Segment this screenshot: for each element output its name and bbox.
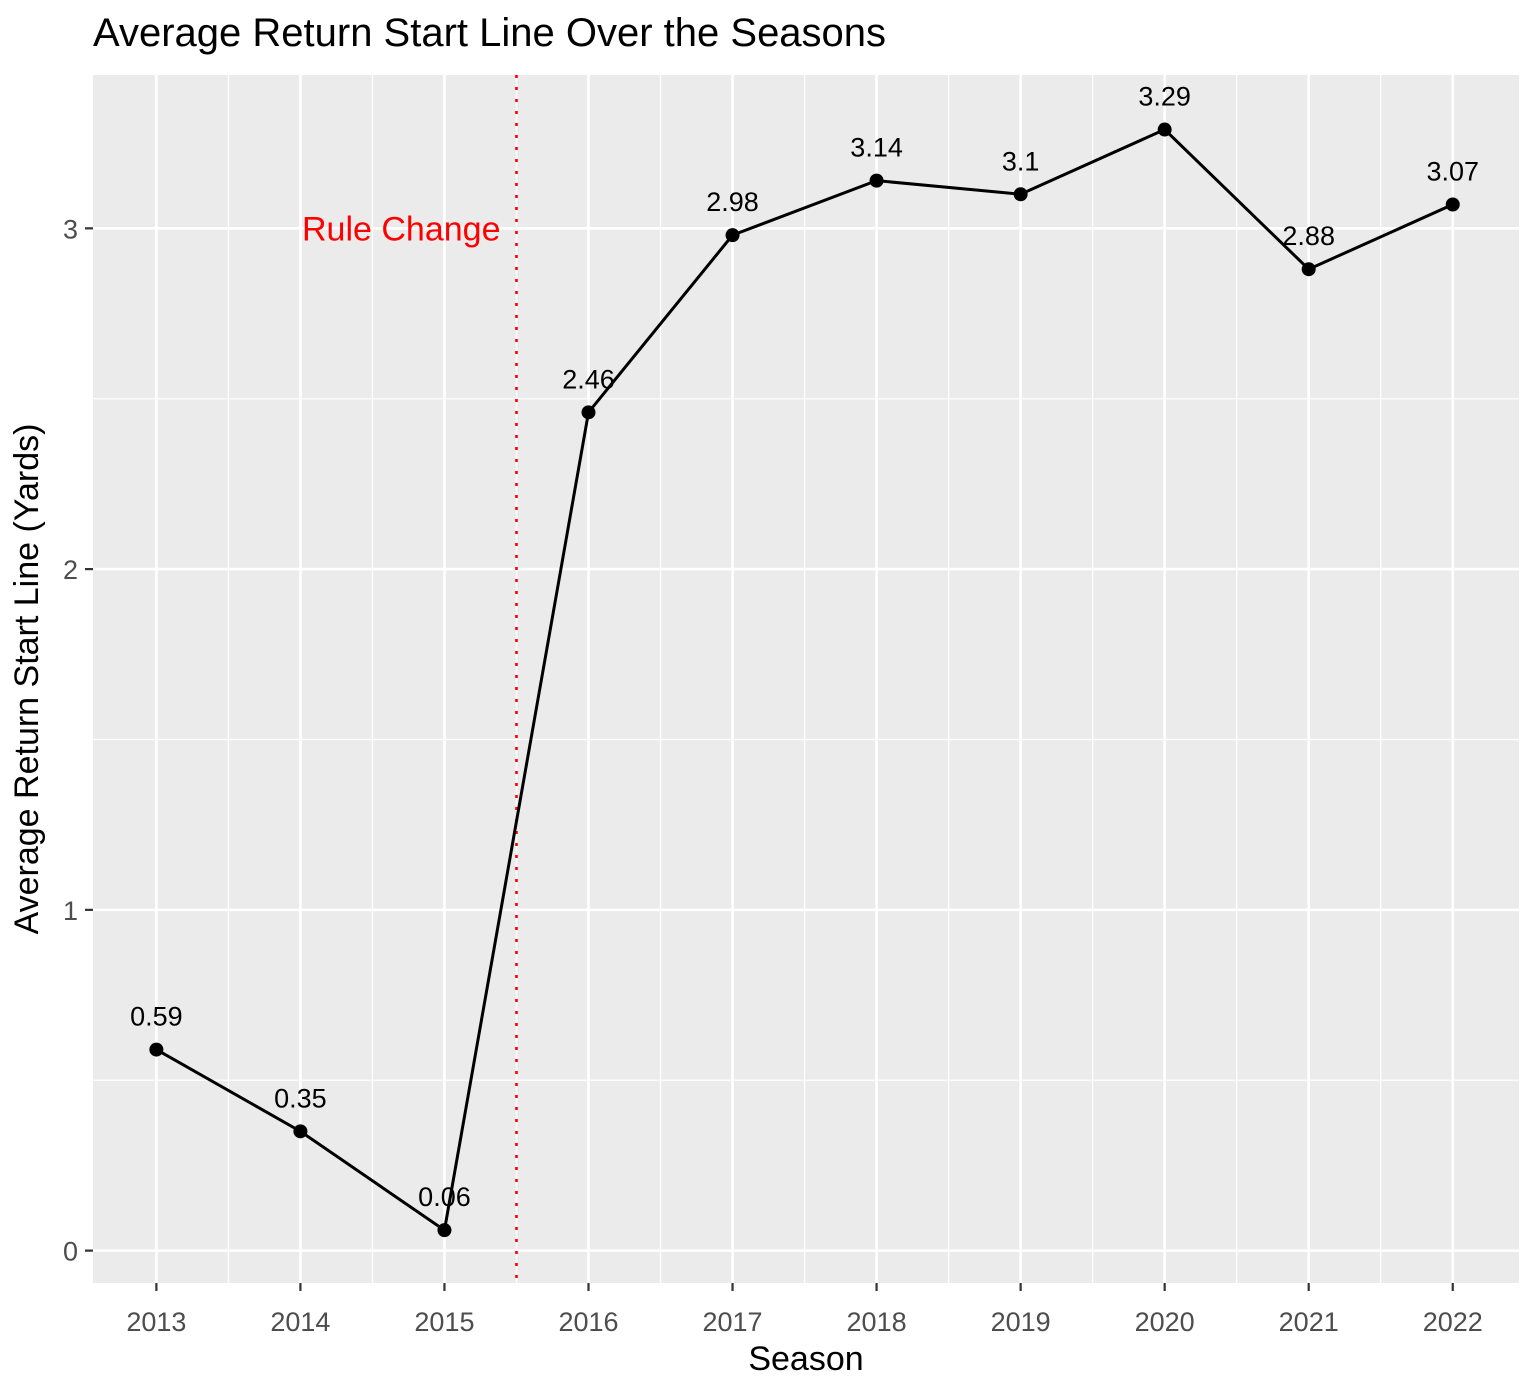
- x-tick-label: 2014: [270, 1307, 330, 1337]
- annotations: Rule Change: [302, 210, 500, 248]
- x-tick-label: 2019: [991, 1307, 1051, 1337]
- data-label: 0.35: [274, 1083, 327, 1113]
- data-point: [581, 405, 596, 420]
- y-tick-label: 3: [63, 214, 78, 244]
- data-label: 3.14: [850, 133, 903, 163]
- data-point: [149, 1042, 164, 1057]
- data-label: 3.29: [1138, 82, 1191, 112]
- x-tick-label: 2020: [1135, 1307, 1195, 1337]
- y-axis-ticks: 0 1 2 3: [63, 214, 93, 1267]
- data-point: [437, 1223, 452, 1238]
- x-tick-label: 2022: [1423, 1307, 1483, 1337]
- y-tick-label: 2: [63, 555, 78, 585]
- data-point: [293, 1124, 308, 1139]
- data-point: [869, 173, 884, 188]
- data-label: 0.06: [418, 1182, 471, 1212]
- data-label: 3.07: [1426, 156, 1479, 186]
- data-point: [1013, 187, 1028, 202]
- series-line: [155, 127, 1454, 1233]
- grid-lines: [93, 75, 1519, 1283]
- x-tick-label: 2018: [847, 1307, 907, 1337]
- series-layer: 0.59 0.35 0.06 2.46 2.98 3.14 3.1 3.29 2.88 3.07: [130, 82, 1479, 1238]
- rule-change-label: Rule Change: [302, 210, 500, 248]
- x-tick-label: 2015: [414, 1307, 474, 1337]
- y-tick-label: 1: [63, 896, 78, 926]
- data-point: [1445, 197, 1460, 212]
- x-tick-label: 2016: [558, 1307, 618, 1337]
- data-label: 2.88: [1282, 221, 1335, 251]
- data-label: 3.1: [1002, 146, 1040, 176]
- x-tick-label: 2013: [126, 1307, 186, 1337]
- data-label: 2.46: [562, 364, 615, 394]
- data-label: 2.98: [706, 187, 759, 217]
- x-axis-ticks: 2013 2014 2015 2016 2017 2018 2019 2020 2021 2022: [126, 1283, 1483, 1337]
- y-tick-label: 0: [63, 1237, 78, 1267]
- x-axis-title: Season: [748, 1340, 863, 1378]
- data-point: [725, 228, 740, 243]
- y-axis-title: Average Return Start Line (Yards): [8, 424, 46, 935]
- data-point: [1301, 262, 1316, 277]
- chart-title: Average Return Start Line Over the Seaso…: [93, 11, 886, 55]
- data-point: [1157, 122, 1172, 137]
- x-tick-label: 2021: [1279, 1307, 1339, 1337]
- x-tick-label: 2017: [703, 1307, 763, 1337]
- data-label: 0.59: [130, 1002, 183, 1032]
- plot-panel: [93, 75, 1519, 1283]
